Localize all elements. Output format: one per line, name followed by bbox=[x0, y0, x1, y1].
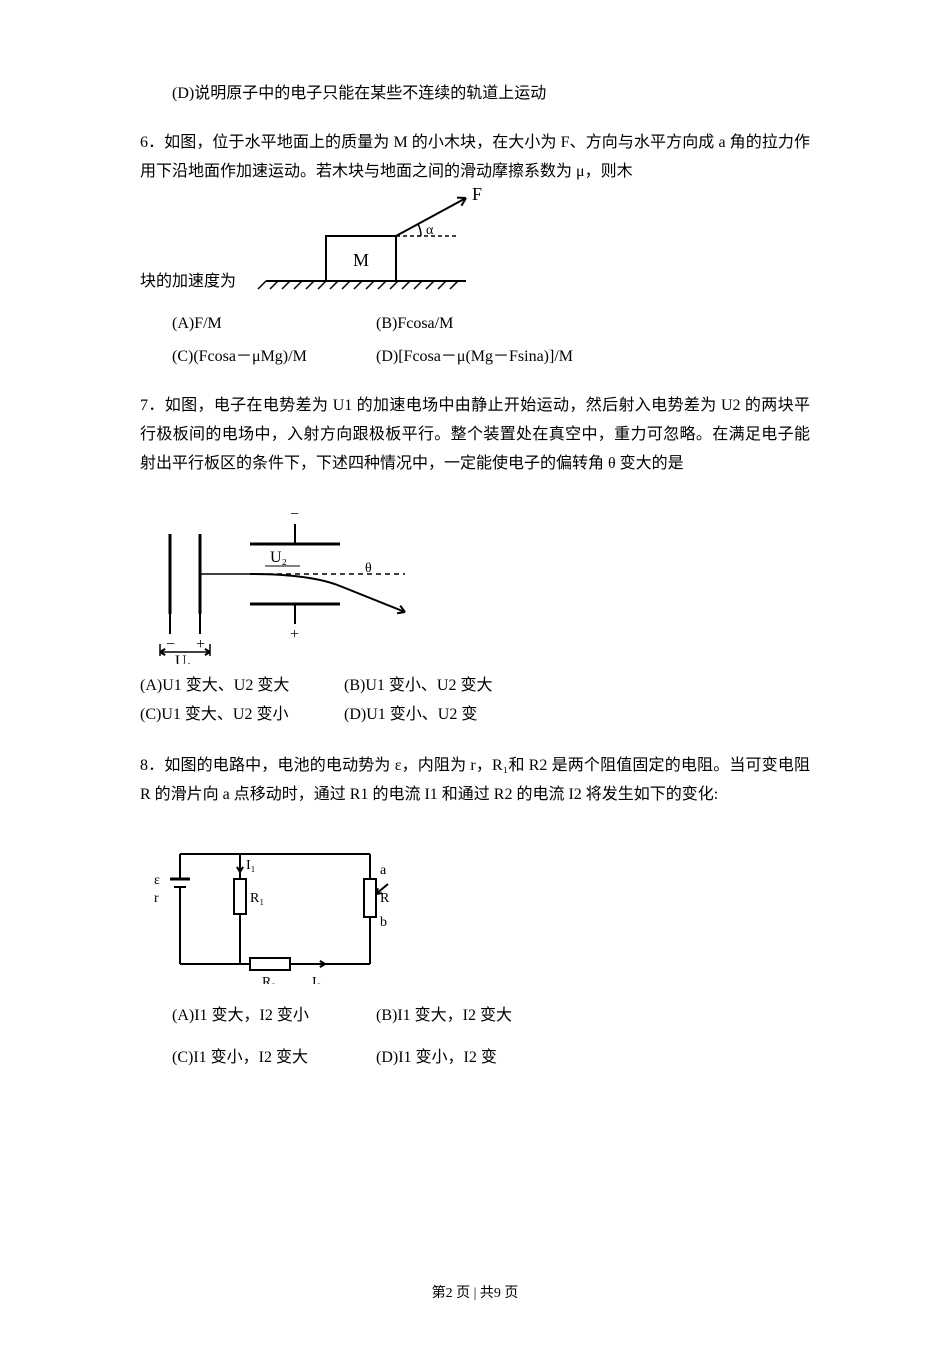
q6-stem: 6．如图，位于水平地面上的质量为 M 的小木块，在大小为 F、方向与水平方向成 … bbox=[140, 129, 810, 187]
q8-stem: 8．如图的电路中，电池的电动势为 ε，内阻为 r，R₁和 R2 是两个阻值固定的… bbox=[140, 752, 810, 810]
question-6: 6．如图，位于水平地面上的质量为 M 的小木块，在大小为 F、方向与水平方向成 … bbox=[140, 129, 810, 372]
q6-options-row2: (C)(Fcosa－μMg)/M (D)[Fcosa－μ(Mg－Fsina)]/… bbox=[140, 343, 810, 372]
q7-optB: (B)U1 变小、U2 变大 bbox=[344, 672, 604, 701]
q6-optA: (A)F/M bbox=[172, 310, 372, 339]
svg-text:R₁: R₁ bbox=[250, 891, 264, 906]
q6-figure: M Fα bbox=[236, 186, 496, 296]
q8-optC: (C)I1 变小，I2 变大 bbox=[172, 1044, 372, 1073]
svg-text:I₁: I₁ bbox=[246, 858, 256, 873]
svg-text:+: + bbox=[290, 626, 299, 643]
q6-optC: (C)(Fcosa－μMg)/M bbox=[172, 343, 372, 372]
svg-text:U₁: U₁ bbox=[175, 653, 192, 664]
q7-options-row1: (A)U1 变大、U2 变大 (B)U1 变小、U2 变大 bbox=[140, 672, 810, 701]
q8-figure: R₂ εr R₁ I₁ aRb I₂ bbox=[140, 824, 810, 984]
svg-text:U₂: U₂ bbox=[270, 549, 287, 566]
q7-optA: (A)U1 变大、U2 变大 bbox=[140, 672, 340, 701]
q7-stem: 7．如图，电子在电势差为 U1 的加速电场中由静止开始运动，然后射入电势差为 U… bbox=[140, 392, 810, 478]
q6-stem-tail: 块的加速度为 bbox=[140, 268, 236, 297]
svg-text:R₂: R₂ bbox=[262, 975, 276, 984]
svg-text:α: α bbox=[426, 223, 434, 238]
svg-text:M: M bbox=[353, 250, 369, 270]
q8-options-row2: (C)I1 变小，I2 变大 (D)I1 变小，I2 变 bbox=[140, 1044, 810, 1073]
svg-text:b: b bbox=[380, 915, 387, 930]
q6-optB: (B)Fcosa/M bbox=[376, 310, 636, 339]
q6-optD: (D)[Fcosa－μ(Mg－Fsina)]/M bbox=[376, 343, 636, 372]
question-8: 8．如图的电路中，电池的电动势为 ε，内阻为 r，R₁和 R2 是两个阻值固定的… bbox=[140, 752, 810, 1073]
q6-tail-row: 块的加速度为 M Fα bbox=[140, 186, 810, 296]
q8-optD: (D)I1 变小，I2 变 bbox=[376, 1044, 636, 1073]
q8-options-row1: (A)I1 变大，I2 变小 (B)I1 变大，I2 变大 bbox=[140, 1002, 810, 1031]
q7-options-row2: (C)U1 变大、U2 变小 (D)U1 变小、U2 变 bbox=[140, 701, 810, 730]
svg-text:−: − bbox=[166, 636, 175, 653]
q5-optD-carryover: (D)说明原子中的电子只能在某些不连续的轨道上运动 bbox=[140, 80, 810, 109]
svg-text:r: r bbox=[154, 891, 159, 906]
q8-optB: (B)I1 变大，I2 变大 bbox=[376, 1002, 636, 1031]
svg-text:+: + bbox=[196, 636, 205, 653]
page-footer: 第2 页 | 共9 页 bbox=[0, 1281, 950, 1306]
question-7: 7．如图，电子在电势差为 U1 的加速电场中由静止开始运动，然后射入电势差为 U… bbox=[140, 392, 810, 730]
q6-options-row1: (A)F/M (B)Fcosa/M bbox=[140, 310, 810, 339]
svg-text:a: a bbox=[380, 863, 387, 878]
q7-figure: −+U₁−+U₂θ bbox=[140, 494, 810, 664]
q7-optD: (D)U1 变小、U2 变 bbox=[344, 701, 604, 730]
svg-text:θ: θ bbox=[365, 561, 372, 576]
svg-text:I₂: I₂ bbox=[312, 975, 322, 984]
q7-optC: (C)U1 变大、U2 变小 bbox=[140, 701, 340, 730]
q5-optD-text: (D)说明原子中的电子只能在某些不连续的轨道上运动 bbox=[140, 80, 810, 109]
svg-text:−: − bbox=[290, 506, 299, 523]
svg-text:R: R bbox=[380, 891, 390, 906]
svg-text:F: F bbox=[472, 186, 482, 204]
svg-text:ε: ε bbox=[154, 873, 160, 888]
q8-optA: (A)I1 变大，I2 变小 bbox=[172, 1002, 372, 1031]
